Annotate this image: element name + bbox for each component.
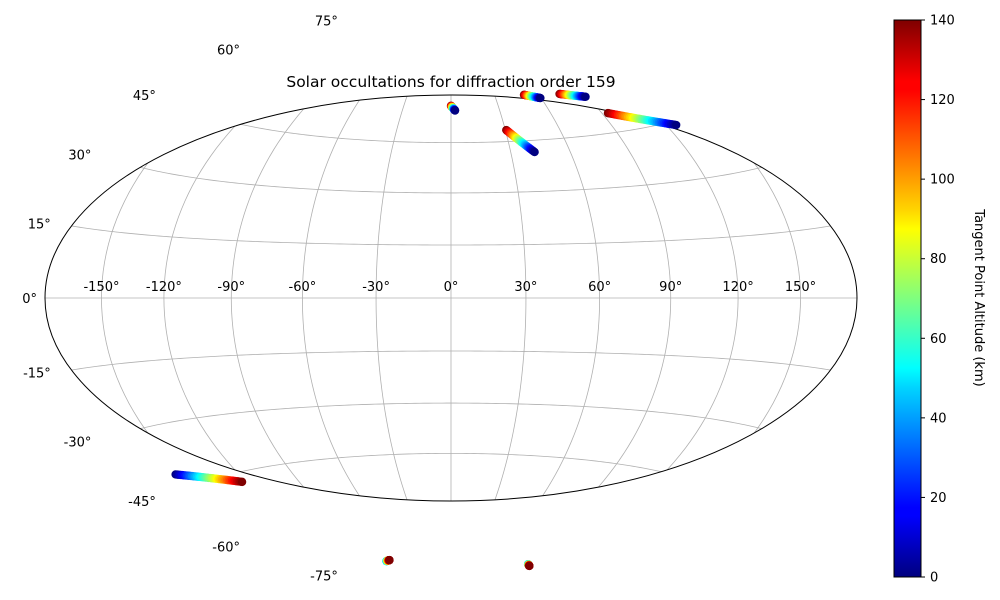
longitude-tick-label: 60° [588, 280, 611, 295]
occultation-track [523, 560, 534, 571]
colorbar-label: Tangent Point Altitude (km) [971, 208, 986, 386]
occultation-point [385, 555, 394, 565]
latitude-tick-labels: -75° -60° -45° -30° -15° 0° 15° 30° 45° 60° 75° [22, 15, 338, 585]
occultation-track [382, 555, 394, 566]
occultation-point [671, 120, 681, 130]
latitude-tick-label: -30° [64, 436, 92, 451]
latitude-tick-label: -45° [128, 495, 156, 510]
occultation-track [502, 125, 539, 157]
colorbar-tick-label: 100 [930, 173, 955, 188]
colorbar-tick-label: 20 [930, 491, 947, 506]
parallel-line [99, 402, 803, 442]
colorbar-tick-label: 0 [930, 571, 938, 586]
occultation-points [171, 89, 681, 571]
occultation-track [555, 89, 590, 101]
parallel-line [58, 223, 844, 246]
colorbar-tick-label: 40 [930, 411, 947, 426]
latitude-tick-label: 75° [315, 15, 338, 30]
occultation-track [603, 108, 681, 130]
latitude-tick-label: -75° [310, 569, 338, 584]
longitude-tick-label: 0° [444, 280, 459, 295]
longitude-tick-label: 30° [514, 280, 537, 295]
occultation-track [519, 90, 545, 103]
parallel-line [99, 154, 803, 194]
occultation-point [530, 147, 539, 157]
latitude-tick-label: 45° [133, 89, 156, 104]
latitude-tick-label: 15° [28, 218, 51, 233]
longitude-tick-label: -90° [217, 280, 245, 295]
latitude-tick-label: -15° [23, 366, 51, 381]
colorbar-tick-label: 60 [930, 332, 947, 347]
longitude-tick-labels: -150° -120° -90° -60° -30° 0° 30° 60° 90° 120° 150… [83, 280, 816, 295]
colorbar-tick-label: 80 [930, 252, 947, 267]
parallel-line [247, 500, 655, 501]
occultation-point [237, 477, 247, 487]
chart-title: Solar occultations for diffraction order… [286, 73, 615, 91]
map-plot-area: -150° -120° -90° -60° -30° 0° 30° 60° 90° 120° 150… [22, 15, 858, 585]
latitude-tick-label: -60° [212, 541, 240, 556]
occultation-track [446, 101, 460, 115]
occultation-point [536, 93, 545, 103]
parallel-line [58, 350, 844, 373]
longitude-tick-label: -60° [289, 280, 317, 295]
longitude-tick-label: 90° [659, 280, 682, 295]
colorbar-tick-label: 140 [930, 14, 955, 29]
latitude-tick-label: 0° [22, 292, 37, 307]
parallel-line [346, 21, 556, 51]
graticule [45, 21, 857, 575]
colorbar-ticks: 0 20 40 60 80 100 120 140 [921, 14, 955, 586]
colorbar: 0 20 40 60 80 100 120 140 Tangent Point Altitud… [893, 14, 986, 586]
latitude-tick-label: 30° [68, 149, 91, 164]
parallel-line [346, 545, 556, 575]
colorbar-tick-label: 120 [930, 93, 955, 108]
longitude-tick-label: -120° [146, 280, 182, 295]
map-boundary [44, 94, 858, 502]
occultation-point [525, 561, 534, 571]
longitude-tick-label: -150° [83, 280, 119, 295]
occultation-point [450, 106, 460, 115]
longitude-tick-label: 120° [722, 280, 753, 295]
occultation-track [171, 470, 247, 487]
occultation-point [581, 92, 590, 101]
latitude-tick-label: 60° [217, 43, 240, 58]
longitude-tick-label: 150° [785, 280, 816, 295]
longitude-tick-label: -30° [362, 280, 390, 295]
colorbar-gradient [893, 19, 922, 578]
